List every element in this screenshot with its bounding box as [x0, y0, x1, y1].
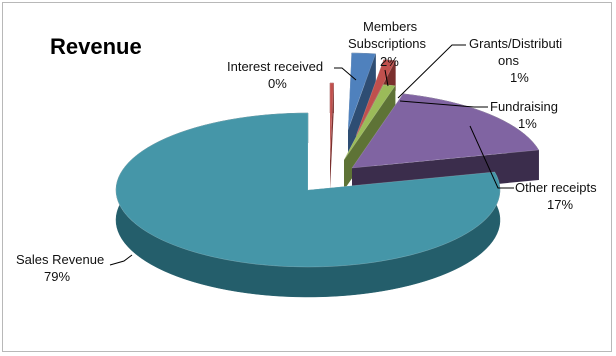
label-members-subscriptions-line1: Members [363, 19, 418, 34]
label-grants-line1: Grants/Distributi [469, 36, 562, 51]
label-grants-percent: 1% [510, 70, 529, 85]
slice-interest-received [329, 82, 334, 161]
leader-line-other-receipts [469, 125, 514, 189]
leader-line-fundraising [399, 100, 488, 108]
label-other-receipts-percent: 17% [547, 197, 573, 212]
slice-members-subscriptions [347, 52, 376, 131]
slice-other-receipts [351, 93, 540, 169]
pie-slices [115, 52, 540, 298]
label-sales-revenue-name: Sales Revenue [16, 252, 104, 267]
label-grants-line2: ons [498, 53, 519, 68]
label-members-subscriptions-line2: Subscriptions [348, 36, 427, 51]
slice-sales-revenue [115, 112, 501, 268]
leader-lines [109, 44, 514, 266]
label-interest-received-name: Interest received [227, 59, 323, 74]
leader-line-sales-revenue [109, 254, 133, 266]
slice-cut-interest-received-1 [330, 83, 334, 190]
slice-cut-members-subscriptions-1 [348, 53, 376, 160]
label-fundraising-name: Fundraising [490, 99, 558, 114]
label-sales-revenue-percent: 79% [44, 269, 70, 284]
leader-line-interest-received [334, 67, 357, 81]
chart-title: Revenue [50, 34, 142, 59]
label-members-subscriptions-percent: 2% [380, 54, 399, 69]
label-other-receipts-name: Other receipts [515, 180, 597, 195]
slice-fundraising [343, 84, 396, 161]
slice-grants-distributions [355, 59, 396, 137]
leader-line-grants-distributions [397, 44, 466, 99]
leader-line-members-subscriptions [384, 69, 389, 87]
label-fundraising-percent: 1% [518, 116, 537, 131]
pie-top-faces [115, 52, 540, 268]
label-interest-received-percent: 0% [268, 76, 287, 91]
